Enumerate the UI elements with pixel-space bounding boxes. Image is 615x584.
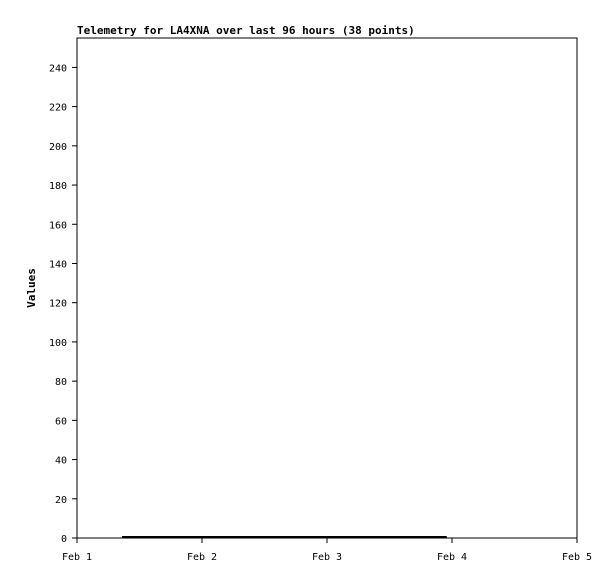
- y-tick-label: 120: [49, 299, 67, 310]
- y-axis-label: Values: [25, 268, 38, 308]
- x-tick-label: Feb 2: [187, 552, 217, 563]
- x-tick-label: Feb 5: [562, 552, 592, 563]
- y-tick-label: 200: [49, 142, 67, 153]
- y-tick-label: 40: [55, 456, 67, 467]
- y-tick-label: 140: [49, 259, 67, 270]
- y-tick-label: 0: [61, 534, 67, 545]
- y-tick-label: 240: [49, 63, 67, 74]
- y-tick-label: 60: [55, 416, 67, 427]
- y-tick-label: 180: [49, 181, 67, 192]
- y-tick-label: 80: [55, 377, 67, 388]
- y-tick-label: 160: [49, 220, 67, 231]
- y-tick-label: 20: [55, 495, 67, 506]
- x-tick-label: Feb 3: [312, 552, 342, 563]
- y-tick-label: 220: [49, 103, 67, 114]
- plot-area: [76, 37, 578, 539]
- y-tick-label: 100: [49, 338, 67, 349]
- x-tick-label: Feb 1: [62, 552, 92, 563]
- chart-title: Telemetry for LA4XNA over last 96 hours …: [77, 24, 415, 37]
- x-tick-label: Feb 4: [437, 552, 467, 563]
